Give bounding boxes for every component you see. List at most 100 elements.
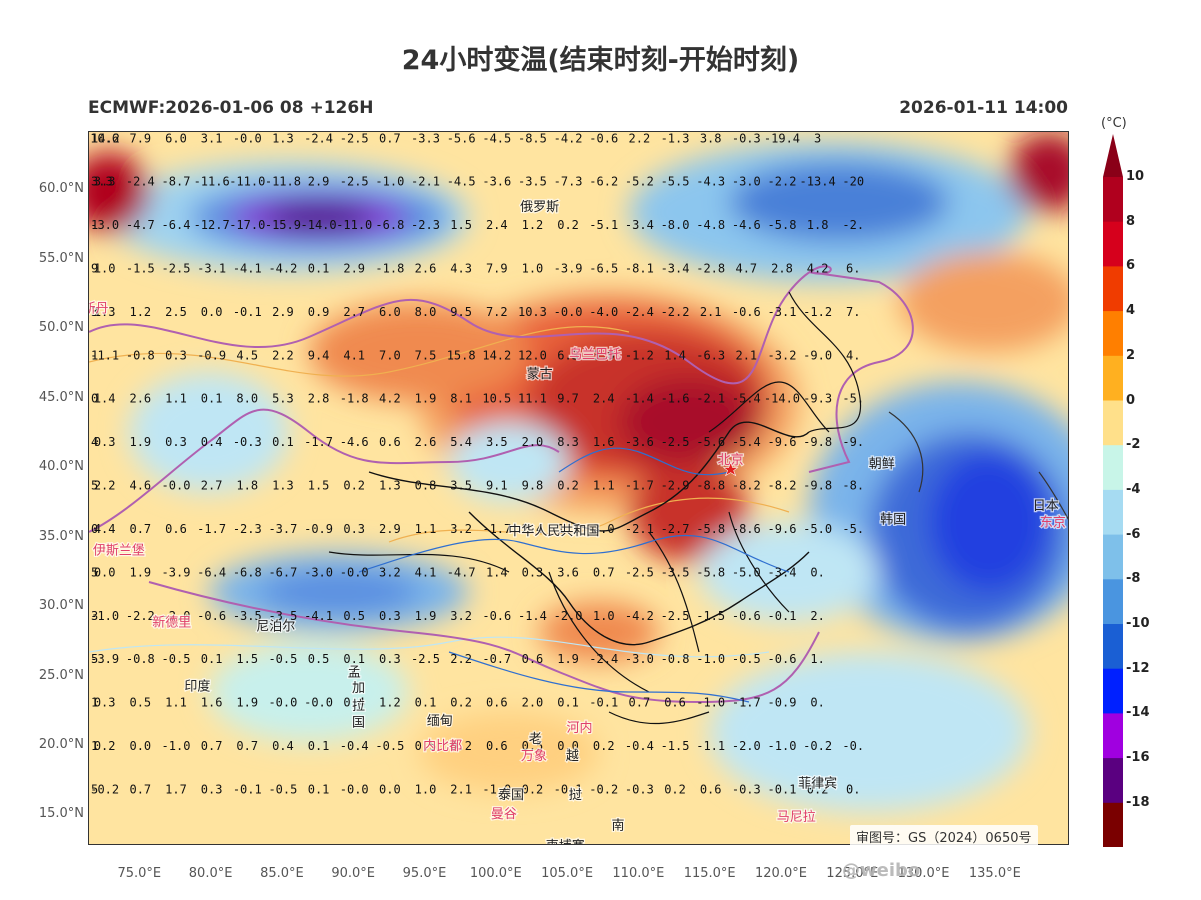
grid-value: -0.5 <box>268 652 297 666</box>
grid-value: 0.5 <box>522 739 544 753</box>
lon-tick-label: 105.0°E <box>541 866 594 881</box>
grid-value: -5.1 <box>589 218 618 232</box>
grid-value: 1.9 <box>415 609 437 623</box>
place-label: 印度 <box>184 678 210 694</box>
lat-tick-label: 30.0°N <box>38 598 84 614</box>
grid-value: 1.5 <box>308 479 330 493</box>
rivers <box>358 447 790 703</box>
colorbar-tick-label: -8 <box>1126 571 1141 587</box>
place-label: 尼泊尔 <box>256 620 295 635</box>
grid-value: -2.4 <box>304 132 333 145</box>
grid-value: 3.0 <box>593 522 615 536</box>
grid-values: 14.210.6 7.9 6.0 3.1 -0.0 1.3 -2.4 -2.5 0.7 -3.3-… <box>90 132 864 796</box>
place-label: 马尼拉 <box>777 810 816 825</box>
grid-value: 1.0 <box>522 261 544 275</box>
grid-value: 0.1 <box>557 696 579 710</box>
beijing-star-icon <box>722 461 739 477</box>
colorbar-segment <box>1103 579 1123 625</box>
grid-value: -1.3 <box>661 132 690 145</box>
grid-value: -20 <box>842 175 864 189</box>
grid-value: 0.7 <box>201 739 223 753</box>
grid-value: 0.2 <box>343 479 365 493</box>
grid-value: -2.5 <box>661 435 690 449</box>
grid-value: 4.6 <box>129 479 151 493</box>
colorbar-tick-label: -2 <box>1126 437 1141 453</box>
colorbar-unit: (°C) <box>1101 116 1127 131</box>
grid-value: -0.0 <box>304 696 333 710</box>
place-label: 南 <box>611 817 624 833</box>
grid-value: -3.9 <box>90 652 119 666</box>
grid-value: -2.2 <box>126 609 155 623</box>
colorbar-segment <box>1103 534 1123 580</box>
grid-value: 0.7 <box>593 565 615 579</box>
grid-value: -5.4 <box>732 392 761 406</box>
colorbar-segment <box>1103 445 1123 491</box>
grid-value: -0.8 <box>126 652 155 666</box>
place-label: 韩国 <box>880 513 906 528</box>
grid-value: -14.0 <box>301 218 337 232</box>
grid-value: -0.3 <box>233 435 262 449</box>
grid-value: 1.6 <box>593 435 615 449</box>
grid-value: -0.6 <box>197 609 226 623</box>
grid-value: 1 <box>91 696 98 710</box>
grid-value: 14.2 <box>482 348 511 362</box>
grid-value: 0.1 <box>308 261 330 275</box>
grid-value: -5.8 <box>696 565 725 579</box>
grid-value: 4 <box>91 435 98 449</box>
place-label: 内比都 <box>423 738 462 754</box>
colorbar-segment <box>1103 266 1123 312</box>
grid-value: 0.2 <box>450 739 472 753</box>
grid-value: -8.5 <box>518 132 547 145</box>
grid-value: 0.4 <box>201 435 223 449</box>
grid-value: -3.5 <box>661 565 690 579</box>
grid-value: 4. <box>846 348 860 362</box>
grid-value: -3.0 <box>90 218 119 232</box>
grid-value: 2.8 <box>771 261 793 275</box>
grid-value: -1.7 <box>304 435 333 449</box>
place-label: 万象 <box>521 749 547 764</box>
colorbar-tick-label: 10 <box>1126 169 1145 184</box>
grid-value: -7.3 <box>554 175 583 189</box>
grid-value: 2.2 <box>272 348 294 362</box>
grid-value: 0.6 <box>664 696 686 710</box>
grid-value: -0.6 <box>732 609 761 623</box>
grid-value: -0.0 <box>268 696 297 710</box>
lon-tick-label: 130.0°E <box>897 866 950 881</box>
lon-tick-label: 90.0°E <box>331 866 376 881</box>
grid-value: -0.0 <box>340 565 369 579</box>
grid-value: 3.5 <box>450 479 472 493</box>
grid-value: -3.9 <box>162 565 191 579</box>
grid-value: 0.2 <box>557 479 579 493</box>
grid-value: 0.6 <box>486 739 508 753</box>
grid-value: -2.3 <box>411 218 440 232</box>
colorbar-segment <box>1103 758 1123 804</box>
grid-value: 0.4 <box>343 696 365 710</box>
grid-value: 6. <box>846 261 860 275</box>
grid-value: 1.1 <box>415 522 437 536</box>
grid-value: -1.0 <box>90 609 119 623</box>
grid-value: 6.0 <box>379 305 401 319</box>
grid-value: -6.8 <box>233 565 262 579</box>
grid-value: -6.5 <box>589 261 618 275</box>
grid-value: -1.6 <box>661 392 690 406</box>
grid-value: -4.6 <box>732 218 761 232</box>
grid-value: -4.3 <box>696 175 725 189</box>
grid-value: 2.7 <box>343 305 365 319</box>
place-label: 挝 <box>569 788 582 803</box>
grid-value: 1.7 <box>165 782 187 796</box>
grid-value: 1.5 <box>236 652 258 666</box>
grid-value: -0.1 <box>768 609 797 623</box>
lat-tick-label: 50.0°N <box>38 320 84 336</box>
grid-value: 1.2 <box>129 305 151 319</box>
grid-value: 0.3 <box>522 565 544 579</box>
grid-value: 2.4 <box>486 218 508 232</box>
valid-time-label: 2026-01-11 14:00 <box>899 98 1068 118</box>
grid-value: 1.9 <box>236 696 258 710</box>
grid-value: -3.1 <box>197 261 226 275</box>
grid-value: -3.5 <box>518 175 547 189</box>
lon-tick-label: 95.0°E <box>402 866 447 881</box>
grid-value: 0.2 <box>557 218 579 232</box>
grid-value: 3.1 <box>201 132 223 145</box>
grid-value: 0.0 <box>201 305 223 319</box>
place-label: 日本 <box>1033 499 1059 514</box>
